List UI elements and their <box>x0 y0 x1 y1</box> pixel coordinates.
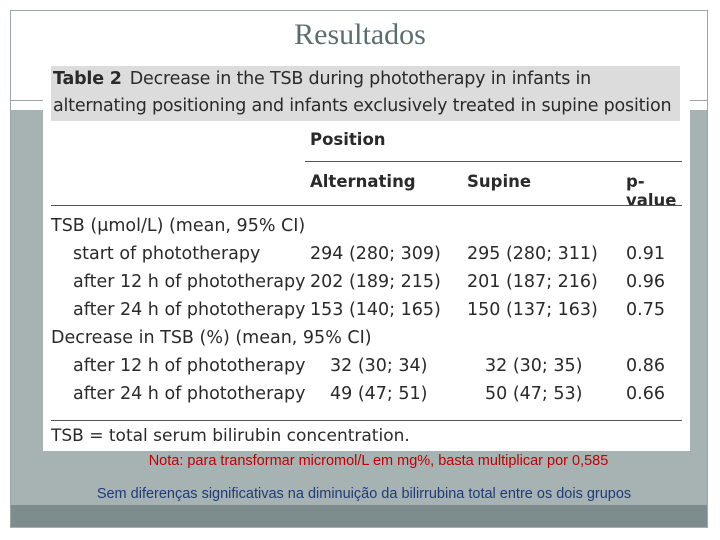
slide-title: Resultados <box>294 18 426 51</box>
cell-alternating: 153 (140; 165) <box>310 300 441 320</box>
cell-p-value: 0.91 <box>626 244 665 264</box>
cell-supine: 32 (30; 35) <box>485 356 583 376</box>
group-rule <box>305 161 682 162</box>
table-row: Decrease in TSB (%) (mean, 95% CI) <box>51 324 682 352</box>
table-caption: Table 2 Decrease in the TSB during photot… <box>51 66 680 121</box>
row-label: Decrease in TSB (%) (mean, 95% CI) <box>51 328 372 348</box>
cell-supine: 201 (187; 216) <box>467 272 598 292</box>
table-row: start of phototherapy 294 (280; 309) 295 (… <box>51 240 682 268</box>
conversion-note: Nota: para transformar micromol/L em mg%… <box>148 453 609 469</box>
cell-alternating: 294 (280; 309) <box>310 244 441 264</box>
row-label: after 12 h of phototherapy <box>73 272 306 292</box>
bottom-rule <box>51 420 682 421</box>
row-label: start of phototherapy <box>73 244 261 264</box>
table-row: after 24 h of phototherapy 49 (47; 51) 50 … <box>51 380 682 408</box>
group-header: Position <box>310 130 386 149</box>
cell-alternating: 202 (189; 215) <box>310 272 441 292</box>
cell-p-value: 0.75 <box>626 300 665 320</box>
cell-alternating: 49 (47; 51) <box>330 384 428 404</box>
cell-supine: 50 (47; 53) <box>485 384 583 404</box>
table-row: after 24 h of phototherapy 153 (140; 165)… <box>51 296 682 324</box>
bottom-strip <box>11 505 707 527</box>
conclusion-text: Sem diferenças significativas na diminui… <box>96 486 632 502</box>
cell-p-value: 0.86 <box>626 356 665 376</box>
cell-alternating: 32 (30; 34) <box>330 356 428 376</box>
table-row: after 12 h of phototherapy 32 (30; 34) 32 … <box>51 352 682 380</box>
header-rule <box>51 205 682 206</box>
cell-supine: 295 (280; 311) <box>467 244 598 264</box>
cell-p-value: 0.66 <box>626 384 665 404</box>
row-label: after 24 h of phototherapy <box>73 300 306 320</box>
cell-supine: 150 (137; 163) <box>467 300 598 320</box>
row-label: after 12 h of phototherapy <box>73 356 306 376</box>
table-footnote: TSB = total serum bilirubin concentratio… <box>51 426 410 446</box>
row-label: after 24 h of phototherapy <box>73 384 306 404</box>
table-label: Table 2 <box>53 69 122 89</box>
row-label: TSB (μmol/L) (mean, 95% CI) <box>51 216 306 236</box>
table-row: after 12 h of phototherapy 202 (189; 215)… <box>51 268 682 296</box>
results-table: Table 2 Decrease in the TSB during photot… <box>43 64 690 451</box>
column-header-alternating: Alternating <box>310 172 416 191</box>
table-caption-text: Decrease in the TSB during phototherapy … <box>53 69 672 116</box>
table-row: TSB (μmol/L) (mean, 95% CI) <box>51 212 682 240</box>
cell-p-value: 0.96 <box>626 272 665 292</box>
column-header-supine: Supine <box>467 172 532 191</box>
